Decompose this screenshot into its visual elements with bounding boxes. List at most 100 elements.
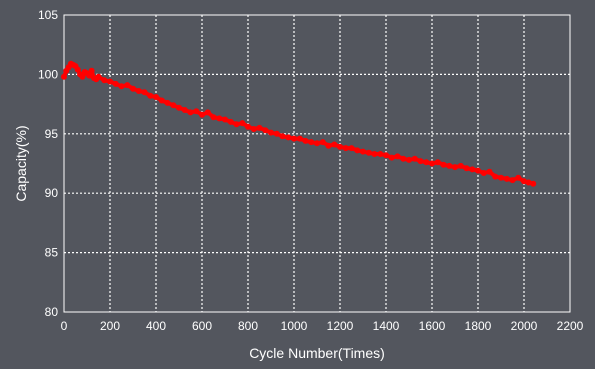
x-tick-label: 2000 xyxy=(511,319,538,333)
x-tick-label: 1800 xyxy=(465,319,492,333)
y-tick-label: 105 xyxy=(38,8,58,22)
data-point xyxy=(365,149,372,156)
series-layer xyxy=(61,60,537,187)
data-point xyxy=(457,162,464,169)
y-tick-label: 100 xyxy=(38,67,58,81)
data-point xyxy=(181,107,188,113)
data-point xyxy=(423,159,430,166)
data-point xyxy=(101,77,108,84)
data-point xyxy=(112,80,119,87)
data-point xyxy=(371,151,378,157)
data-point xyxy=(480,170,487,176)
data-point xyxy=(176,104,182,111)
data-point xyxy=(429,160,435,167)
data-point xyxy=(285,134,292,141)
data-point xyxy=(319,139,326,146)
data-point xyxy=(308,139,315,146)
data-point xyxy=(170,102,177,109)
data-point xyxy=(262,127,269,134)
plot-frame xyxy=(63,14,571,313)
x-tick-label: 600 xyxy=(192,319,212,333)
data-point xyxy=(348,145,355,152)
data-point xyxy=(296,135,303,142)
data-point xyxy=(158,97,165,104)
x-tick-label: 1200 xyxy=(327,319,354,333)
data-point xyxy=(86,72,93,79)
data-point xyxy=(74,66,81,73)
y-axis-title: Capacity(%) xyxy=(13,125,29,201)
data-point xyxy=(216,115,223,122)
data-point xyxy=(337,143,343,150)
data-point xyxy=(342,145,349,152)
data-point xyxy=(498,174,504,181)
data-point xyxy=(486,168,493,175)
data-point xyxy=(400,155,407,162)
x-tick-label: 1000 xyxy=(281,319,308,333)
data-point xyxy=(463,165,470,172)
x-tick-label: 2200 xyxy=(557,319,584,333)
data-point xyxy=(475,167,481,174)
data-point xyxy=(515,174,522,181)
data-point xyxy=(227,118,234,125)
data-point xyxy=(360,148,366,155)
y-tick-label: 85 xyxy=(45,246,59,260)
data-point xyxy=(411,155,418,162)
data-point xyxy=(124,82,131,89)
data-point xyxy=(503,175,510,182)
data-point xyxy=(331,141,338,148)
data-point xyxy=(273,130,280,137)
y-tick-label: 95 xyxy=(45,127,59,141)
data-point xyxy=(434,159,441,166)
data-point xyxy=(141,89,148,96)
data-point xyxy=(79,73,86,80)
data-point xyxy=(525,179,532,186)
y-tick-label: 90 xyxy=(45,186,59,200)
data-point xyxy=(354,147,361,154)
data-point xyxy=(417,158,424,165)
data-point xyxy=(130,85,136,92)
tick-label-layer: 0 200 400 600 800 1000 1200 1400 1600 1800 2000 220… xyxy=(38,8,584,333)
data-point xyxy=(521,178,527,185)
data-point xyxy=(394,153,401,160)
data-point xyxy=(95,73,102,80)
data-point xyxy=(222,116,228,123)
data-point xyxy=(153,94,159,100)
data-point xyxy=(377,151,384,157)
data-point xyxy=(325,142,332,149)
data-point xyxy=(199,111,205,118)
data-point xyxy=(440,161,447,168)
grid-layer xyxy=(64,15,570,312)
x-tick-label: 200 xyxy=(100,319,120,333)
data-point xyxy=(268,129,274,136)
y-tick-label: 80 xyxy=(45,305,59,319)
x-tick-label: 1400 xyxy=(373,319,400,333)
data-point xyxy=(406,156,412,163)
data-point xyxy=(164,99,171,106)
data-point xyxy=(250,126,257,132)
data-point xyxy=(388,154,395,161)
data-point xyxy=(107,78,113,85)
data-point xyxy=(118,83,125,90)
data-point xyxy=(256,124,263,131)
data-point xyxy=(187,109,194,116)
data-point xyxy=(314,140,320,147)
data-point xyxy=(469,166,476,173)
data-point xyxy=(245,123,251,130)
data-point xyxy=(530,180,537,187)
data-point xyxy=(88,67,95,74)
data-point xyxy=(509,177,516,184)
x-tick-label: 800 xyxy=(238,319,258,333)
data-point xyxy=(239,120,246,127)
data-point xyxy=(233,121,240,128)
data-point xyxy=(302,137,309,144)
data-point xyxy=(492,173,499,180)
data-point xyxy=(279,133,286,140)
data-point xyxy=(210,114,217,121)
data-point xyxy=(452,164,458,171)
data-point xyxy=(193,108,200,115)
data-point xyxy=(135,88,142,94)
data-point xyxy=(446,162,453,169)
x-tick-label: 1600 xyxy=(419,319,446,333)
